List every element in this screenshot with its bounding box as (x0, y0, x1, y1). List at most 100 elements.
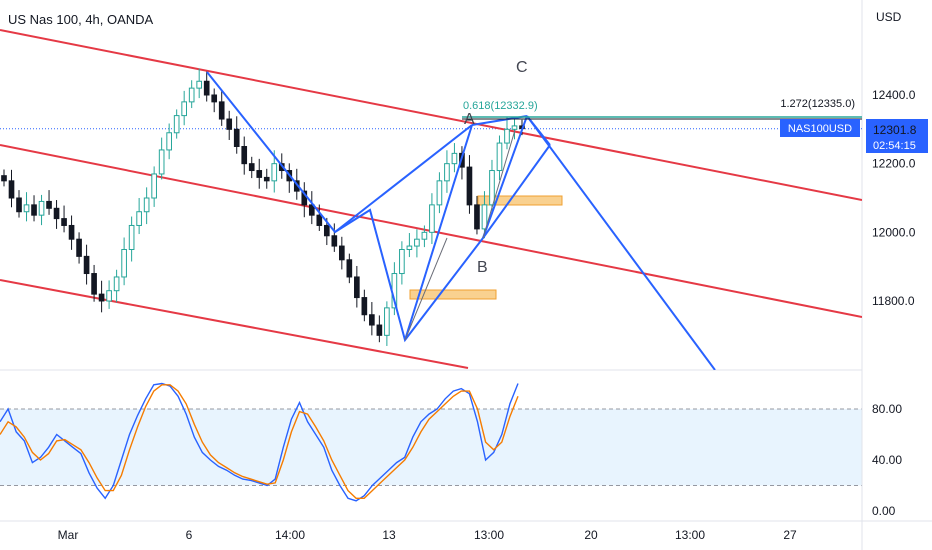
candle-up (406, 245, 413, 250)
candle-down (308, 204, 315, 216)
retracement-line-2 (482, 129, 516, 239)
candle-down (46, 200, 52, 209)
stochastic-d-line (0, 384, 519, 499)
candle-down (263, 176, 270, 182)
candle-down (68, 224, 75, 240)
time-tick-label: 13 (382, 528, 396, 542)
candle-down (369, 314, 375, 326)
pattern-zigzag-left (206, 71, 528, 343)
pattern-line-xa (334, 124, 473, 233)
time-tick-label: 13:00 (474, 528, 504, 542)
candle-up (188, 87, 195, 103)
candle-up (173, 115, 180, 134)
stochastic-tick-label: 80.00 (872, 402, 902, 416)
candle-up (504, 128, 510, 144)
candle-down (61, 218, 67, 226)
candle-down (361, 297, 368, 316)
time-tick-label: 13:00 (675, 528, 705, 542)
candle-down (226, 118, 233, 130)
time-axis: Mar 6 14:00 13 13:00 20 13:00 27 (58, 528, 797, 542)
price-tick-label: 11800.0 (872, 294, 915, 308)
pattern-line-bd (482, 144, 551, 239)
stochastic-band-group (0, 408, 862, 486)
candle-up (23, 204, 30, 213)
main-pane: 0.618(12332.9) 1.272(12335.0) A B C (0, 29, 862, 370)
candle-down (376, 324, 383, 336)
symbol-tag-background (780, 119, 860, 137)
candle-up (121, 249, 127, 278)
candle-down (241, 146, 248, 165)
candle-up (489, 170, 495, 206)
stochastic-k-line (0, 382, 519, 502)
candle-down (1, 175, 7, 182)
candle-up (496, 142, 503, 172)
candlestick-series (1, 68, 525, 346)
candle-up (136, 211, 142, 226)
candle-down (53, 207, 60, 220)
stochastic-band (0, 409, 862, 486)
candle-up (511, 125, 518, 130)
price-tick-label: 12200.0 (872, 157, 916, 171)
candle-down (203, 80, 210, 96)
stochastic-pane (0, 382, 519, 502)
candle-up (436, 180, 443, 206)
candle-up (181, 101, 188, 117)
supply-zone-lower (409, 289, 497, 300)
candle-up (384, 307, 390, 336)
candle-down (474, 204, 480, 230)
candle-up (113, 276, 120, 292)
candle-down (256, 170, 263, 178)
candle-down (76, 238, 82, 257)
candle-up (166, 132, 172, 151)
channel-lower-line (0, 279, 469, 369)
channel-upper-line (0, 29, 862, 201)
candle-down (211, 94, 218, 103)
candle-down (316, 214, 323, 226)
price-tick-label: 12000.0 (872, 225, 916, 239)
price-tick-label: 12400.0 (872, 88, 916, 102)
candle-up (38, 200, 45, 216)
candle-down (354, 276, 360, 299)
last-price-value: 12301.8 (873, 123, 917, 137)
stochastic-axis: 80.00 40.00 0.00 (872, 402, 902, 518)
candle-down (218, 101, 225, 120)
candle-down (31, 204, 37, 216)
candle-down (346, 259, 353, 278)
candle-up (421, 231, 428, 240)
fib-1272-label: 1.272(12335.0) (780, 98, 855, 110)
supply-zone-upper (477, 195, 563, 206)
time-tick-label: Mar (58, 528, 79, 542)
price-axis: USD 12400.0 12200.0 12000.0 11800.0 (872, 10, 916, 308)
candle-down (91, 273, 97, 295)
candle-up (429, 204, 435, 233)
candle-up (196, 80, 203, 89)
candle-up (271, 163, 278, 182)
point-c-label: C (516, 59, 528, 76)
candle-down (83, 255, 90, 275)
point-a-label: A (464, 111, 475, 128)
candle-down (98, 293, 105, 302)
stochastic-tick-label: 0.00 (872, 504, 896, 518)
fib-0618-label: 0.618(12332.9) (463, 100, 538, 112)
candle-up (128, 224, 135, 250)
projection-line (526, 115, 716, 370)
candle-up (151, 173, 157, 199)
candle-up (106, 290, 112, 302)
candle-up (414, 238, 420, 247)
candle-up (451, 152, 458, 165)
candle-down (233, 128, 240, 147)
time-tick-label: 6 (186, 528, 193, 542)
point-b-label: B (477, 259, 488, 276)
currency-label: USD (876, 10, 902, 24)
last-price-tag: NAS100USD 12301.8 02:54:15 (780, 119, 928, 153)
candle-down (331, 235, 338, 247)
candle-down (323, 224, 330, 237)
chart-title: US Nas 100, 4h, OANDA (8, 12, 154, 27)
candle-up (481, 204, 488, 230)
time-tick-label: 14:00 (275, 528, 305, 542)
retracement-line-1 (404, 237, 448, 341)
candle-down (466, 166, 473, 206)
candle-up (399, 249, 405, 275)
time-tick-label: 27 (783, 528, 797, 542)
